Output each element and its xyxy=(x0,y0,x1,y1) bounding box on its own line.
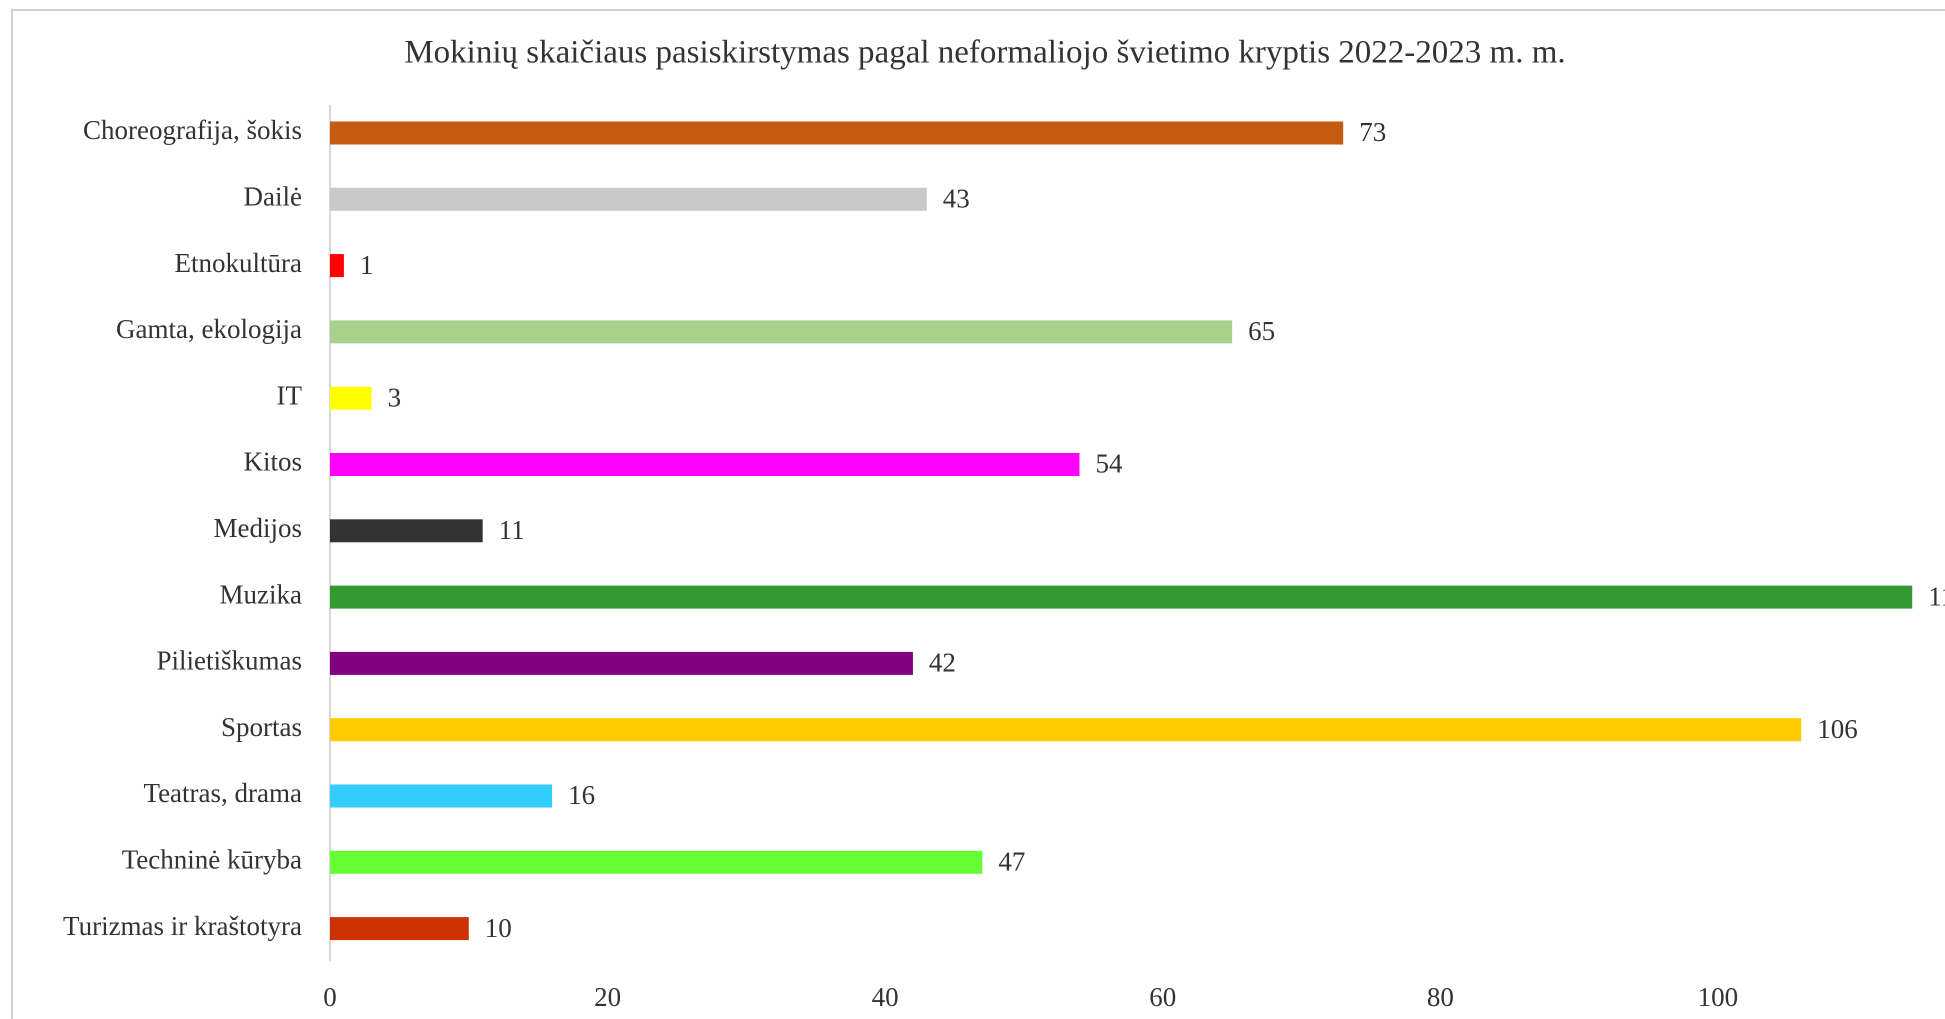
y-tick-label: Sportas xyxy=(221,712,302,742)
data-label: 42 xyxy=(929,648,956,678)
y-tick-label: Turizmas ir kraštotyra xyxy=(63,911,302,941)
x-tick-label: 80 xyxy=(1427,982,1454,1012)
data-label: 10 xyxy=(485,913,512,943)
y-tick-label: Choreografija, šokis xyxy=(83,115,302,145)
y-tick-label: Etnokultūra xyxy=(175,248,302,278)
y-tick-label: IT xyxy=(277,380,303,410)
bar xyxy=(330,917,469,941)
data-label: 114 xyxy=(1928,581,1945,611)
bar xyxy=(330,320,1233,344)
y-tick-label: Pilietiškumas xyxy=(156,646,302,676)
y-tick-label: Muzika xyxy=(220,579,302,609)
data-label: 43 xyxy=(943,184,970,214)
y-tick-label: Dailė xyxy=(244,182,302,212)
data-label: 11 xyxy=(499,515,525,545)
data-label: 47 xyxy=(998,847,1025,877)
chart-frame xyxy=(11,9,1945,1019)
data-label: 73 xyxy=(1359,117,1386,147)
bar xyxy=(330,386,372,410)
x-tick-label: 20 xyxy=(594,982,621,1012)
bar xyxy=(330,453,1080,476)
y-tick-label: Teatras, drama xyxy=(143,778,302,808)
data-label: 65 xyxy=(1248,316,1275,346)
data-label: 1 xyxy=(360,250,374,280)
bar xyxy=(330,718,1802,742)
x-tick-label: 40 xyxy=(872,982,899,1012)
data-label: 54 xyxy=(1095,449,1123,479)
x-tick-label: 60 xyxy=(1149,982,1176,1012)
y-tick-label: Techninė kūryba xyxy=(122,845,302,875)
y-tick-label: Kitos xyxy=(243,447,302,477)
bar xyxy=(330,850,983,874)
data-label: 3 xyxy=(388,382,402,412)
data-label: 16 xyxy=(568,780,595,810)
bar xyxy=(330,121,1344,145)
bar xyxy=(330,651,913,675)
chart-title: Mokinių skaičiaus pasiskirstymas pagal n… xyxy=(404,35,1565,71)
bar xyxy=(330,585,1913,609)
x-tick-label: 0 xyxy=(323,982,337,1012)
bar xyxy=(330,784,553,808)
y-tick-label: Gamta, ekologija xyxy=(116,314,302,344)
x-tick-label: 100 xyxy=(1698,982,1739,1012)
bar xyxy=(330,254,344,278)
data-label: 106 xyxy=(1817,714,1858,744)
bar xyxy=(330,187,927,211)
bar xyxy=(330,519,483,543)
y-tick-label: Medijos xyxy=(213,513,302,543)
